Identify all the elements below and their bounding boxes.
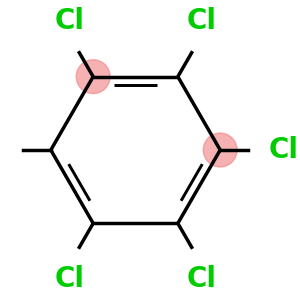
Text: Cl: Cl [268,136,298,164]
Text: Cl: Cl [187,265,217,293]
Text: Cl: Cl [187,7,217,35]
Text: Cl: Cl [54,265,84,293]
Text: Cl: Cl [54,7,84,35]
Circle shape [76,60,110,94]
Circle shape [203,133,237,167]
